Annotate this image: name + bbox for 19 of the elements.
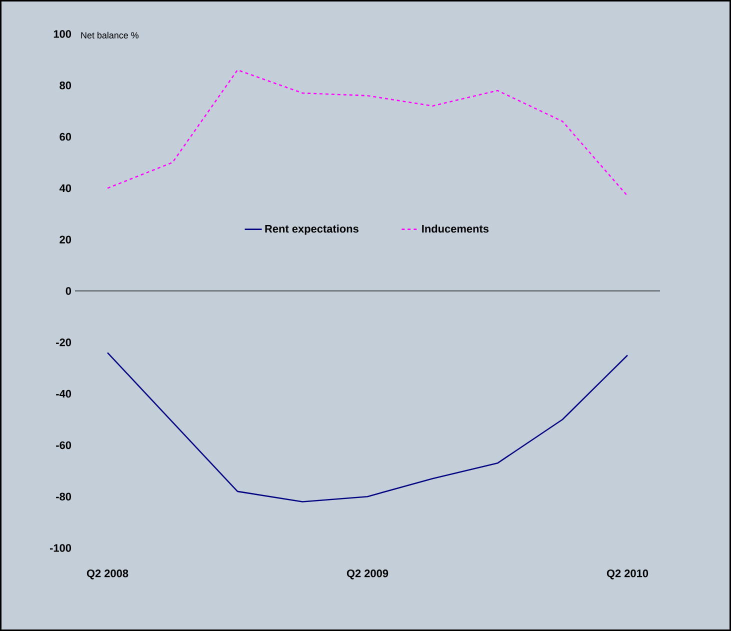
- y-tick-label: 80: [60, 82, 72, 90]
- y-tick-label: 100: [54, 30, 72, 38]
- y-axis-title: Net balance %: [81, 32, 139, 38]
- y-tick-label: -60: [56, 441, 72, 450]
- y-tick-label: 40: [59, 184, 72, 192]
- y-tick-label: -40: [56, 390, 72, 398]
- y-tick-label: -80: [56, 492, 72, 500]
- y-tick-label: 60: [60, 132, 72, 141]
- y-tick-label: 0: [66, 287, 72, 295]
- line-series: [106, 69, 628, 197]
- x-tick-label: Q2 2009: [346, 570, 388, 580]
- y-tick-label: 20: [60, 236, 72, 244]
- line-series: [106, 352, 628, 502]
- legend-label: Rent expectations: [265, 224, 358, 235]
- x-tick-label: Q2 2008: [86, 570, 128, 580]
- legend-label: Inducements: [422, 224, 489, 233]
- x-tick-label: Q2 2010: [606, 570, 648, 580]
- y-tick-label: -100: [50, 544, 72, 552]
- y-tick-label: -20: [56, 338, 72, 346]
